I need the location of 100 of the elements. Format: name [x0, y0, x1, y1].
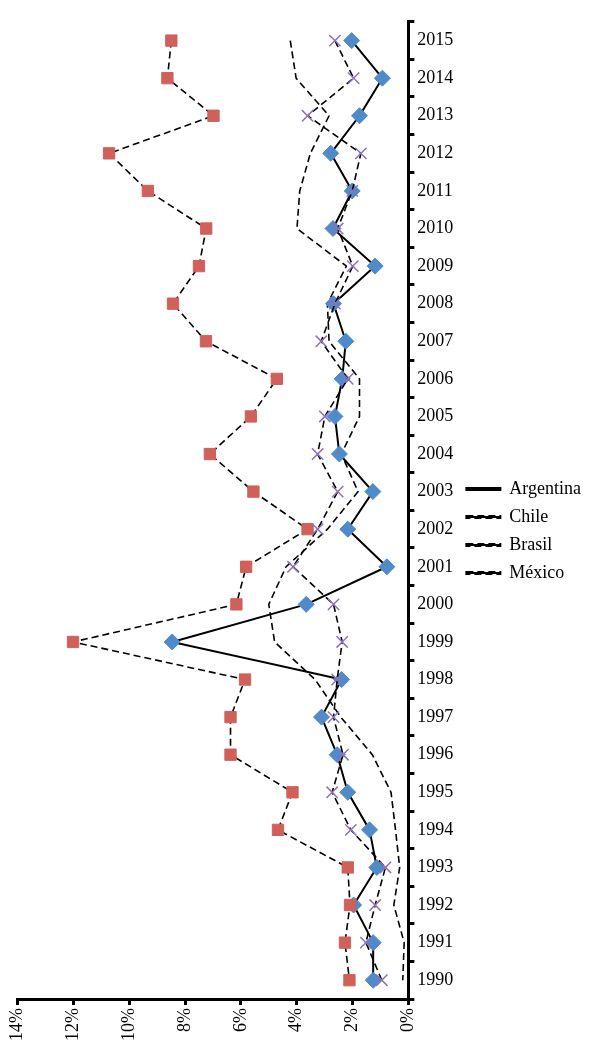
- point: [200, 222, 213, 235]
- point: [344, 823, 358, 837]
- y-tick-label: 1998: [417, 668, 454, 689]
- point: [339, 783, 357, 801]
- point: [364, 971, 382, 989]
- x-tick-label: 12%: [62, 1008, 83, 1042]
- y-tick-label: 2011: [417, 179, 453, 200]
- point: [351, 107, 368, 125]
- point: [166, 297, 180, 310]
- point: [301, 109, 314, 123]
- point: [368, 898, 382, 912]
- point: [192, 259, 206, 273]
- y-tick-label: 2004: [417, 442, 454, 463]
- x-tick-label: 8%: [173, 1008, 194, 1033]
- y-tick-label: 2007: [417, 330, 454, 351]
- point: [311, 447, 325, 461]
- point: [328, 34, 342, 47]
- y-tick-label: 1990: [417, 968, 454, 989]
- point: [341, 861, 354, 874]
- point: [331, 222, 345, 235]
- point: [326, 407, 344, 425]
- y-tick-label: 2005: [417, 405, 454, 426]
- point: [373, 69, 391, 87]
- point: [224, 710, 237, 724]
- point: [366, 257, 384, 275]
- legend-label: Chile: [509, 505, 549, 526]
- point: [379, 861, 392, 874]
- point: [311, 522, 325, 536]
- point: [335, 635, 349, 649]
- y-tick-label: 1999: [417, 630, 454, 651]
- point: [238, 673, 252, 686]
- point: [161, 72, 174, 85]
- point: [327, 597, 340, 611]
- y-tick-label: 1992: [417, 893, 454, 914]
- point: [337, 332, 355, 350]
- point: [199, 335, 213, 348]
- point: [346, 259, 360, 273]
- point: [239, 560, 253, 573]
- point: [66, 635, 80, 649]
- point: [102, 147, 116, 160]
- point: [230, 598, 243, 611]
- y-tick-label: 2006: [417, 367, 454, 388]
- point: [330, 445, 348, 463]
- point: [354, 146, 368, 160]
- point: [313, 708, 331, 726]
- y-tick-label: 2008: [417, 292, 454, 313]
- point: [330, 673, 344, 686]
- point: [343, 898, 357, 912]
- point: [314, 334, 328, 348]
- point: [343, 974, 356, 987]
- point: [336, 748, 350, 762]
- point: [375, 973, 389, 987]
- point: [339, 520, 357, 538]
- y-tick-label: 1993: [417, 856, 454, 877]
- y-tick-label: 1996: [417, 743, 454, 764]
- y-tick-label: 2010: [417, 217, 454, 238]
- point: [318, 410, 332, 423]
- x-tick-label: 14%: [6, 1008, 27, 1042]
- y-tick-label: 2009: [417, 254, 454, 275]
- point: [286, 786, 299, 799]
- x-tick-label: 10%: [117, 1008, 138, 1042]
- point: [286, 560, 300, 574]
- point: [297, 595, 315, 613]
- point: [322, 144, 340, 162]
- y-tick-label: 2002: [417, 517, 454, 538]
- point: [244, 410, 258, 423]
- point: [247, 485, 260, 498]
- point: [347, 71, 361, 85]
- x-tick-label: 6%: [229, 1008, 250, 1033]
- x-tick-label: 4%: [285, 1008, 306, 1033]
- point: [361, 821, 379, 839]
- point: [165, 34, 178, 47]
- point: [301, 523, 314, 536]
- y-tick-label: 2000: [417, 593, 454, 614]
- point: [325, 785, 339, 799]
- point: [141, 184, 155, 198]
- point: [343, 32, 361, 50]
- point: [338, 936, 352, 949]
- y-tick-label: 2001: [417, 555, 454, 576]
- point: [207, 109, 220, 122]
- y-tick-label: 1995: [417, 781, 454, 802]
- point: [331, 485, 345, 499]
- y-tick-label: 1994: [417, 818, 454, 839]
- legend-label: Argentina: [509, 477, 582, 498]
- point: [163, 633, 181, 651]
- point: [368, 858, 386, 876]
- y-tick-label: 2015: [417, 29, 454, 50]
- legend-label: México: [509, 561, 565, 582]
- y-tick-label: 1997: [417, 705, 454, 726]
- y-tick-label: 2013: [417, 104, 454, 125]
- point: [364, 483, 382, 501]
- point: [341, 372, 355, 386]
- x-tick-label: 2%: [341, 1008, 362, 1033]
- point: [203, 447, 217, 461]
- point: [327, 710, 340, 724]
- point: [378, 558, 396, 576]
- point: [224, 748, 237, 761]
- point: [271, 823, 285, 837]
- y-tick-label: 2003: [417, 480, 454, 501]
- y-tick-label: 2014: [417, 66, 454, 87]
